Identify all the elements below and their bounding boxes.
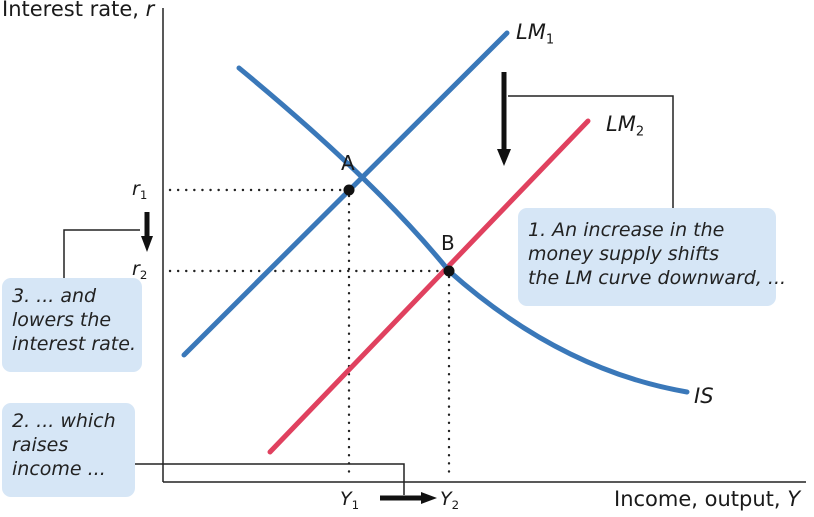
note3-connector: [63, 229, 140, 278]
lm-shift-arrow: [497, 72, 511, 166]
note2-connector: [135, 463, 405, 495]
note-money-supply: 1. An increase in the money supply shift…: [518, 208, 786, 306]
x-axis-title-text: Income, output,: [614, 487, 781, 511]
x-axis-variable: Y: [787, 487, 801, 511]
guide-lines: [168, 188, 451, 480]
y1-tick-label: Y1: [340, 488, 360, 513]
r1-tick-label: r1: [132, 178, 148, 203]
rate-fall-arrow: [141, 212, 153, 252]
y-axis-variable: r: [145, 0, 155, 21]
note1-connector: [508, 95, 674, 208]
point-a-marker: [343, 184, 355, 196]
x-axis-title: Income, output, Y: [614, 489, 800, 510]
is-label: IS: [694, 384, 714, 408]
point-b-label: B: [441, 231, 455, 255]
note-lowers-rate: 3. ... and lowers the interest rate.: [2, 278, 142, 372]
income-rise-arrow: [380, 492, 437, 504]
lm2-curve: [267, 118, 591, 455]
y-axis-title: Interest rate, r: [2, 0, 154, 20]
lm1-label: LM1: [516, 20, 555, 48]
point-a-label: A: [341, 151, 355, 175]
point-b-marker: [443, 265, 455, 277]
r2-tick-label: r2: [132, 258, 148, 283]
y-axis-title-text: Interest rate,: [2, 0, 139, 21]
lm2-label: LM2: [606, 112, 645, 140]
y2-tick-label: Y2: [440, 488, 460, 513]
note-raises-income: 2. ... which raises income ...: [2, 403, 135, 497]
